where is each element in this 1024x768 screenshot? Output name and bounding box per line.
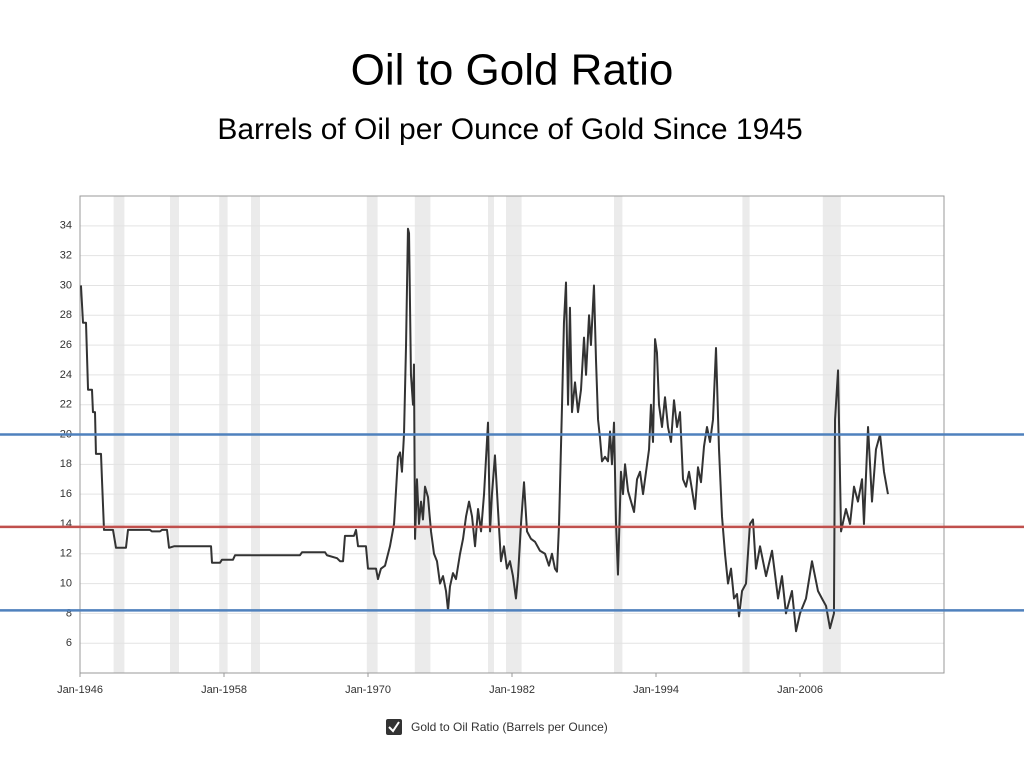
y-tick-label: 10 (60, 577, 72, 589)
y-tick-label: 34 (60, 220, 72, 232)
y-tick-label: 24 (60, 369, 72, 381)
x-tick-label: Jan-1946 (57, 684, 103, 696)
x-tick-label: Jan-1958 (201, 684, 247, 696)
x-tick-label: Jan-1994 (633, 684, 679, 696)
legend-label: Gold to Oil Ratio (Barrels per Ounce) (411, 720, 608, 734)
y-tick-label: 12 (60, 548, 72, 560)
y-tick-label: 32 (60, 250, 72, 262)
y-tick-label: 16 (60, 488, 72, 500)
y-tick-label: 18 (60, 458, 72, 470)
y-tick-label: 22 (60, 399, 72, 411)
chart-title: Oil to Gold Ratio (351, 46, 674, 95)
x-tick-label: Jan-1982 (489, 684, 535, 696)
chart-subtitle: Barrels of Oil per Ounce of Gold Since 1… (217, 113, 802, 146)
y-tick-label: 8 (66, 607, 72, 619)
legend-checkbox[interactable] (386, 719, 402, 735)
y-tick-label: 6 (66, 637, 72, 649)
checkmark (388, 721, 400, 733)
y-tick-label: 28 (60, 309, 72, 321)
x-tick-label: Jan-2006 (777, 684, 823, 696)
series-line (79, 227, 889, 633)
y-tick-label: 30 (60, 279, 72, 291)
reference-lines (0, 433, 1024, 612)
y-tick-label: 26 (60, 339, 72, 351)
x-tick-label: Jan-1970 (345, 684, 391, 696)
plot (79, 227, 889, 633)
